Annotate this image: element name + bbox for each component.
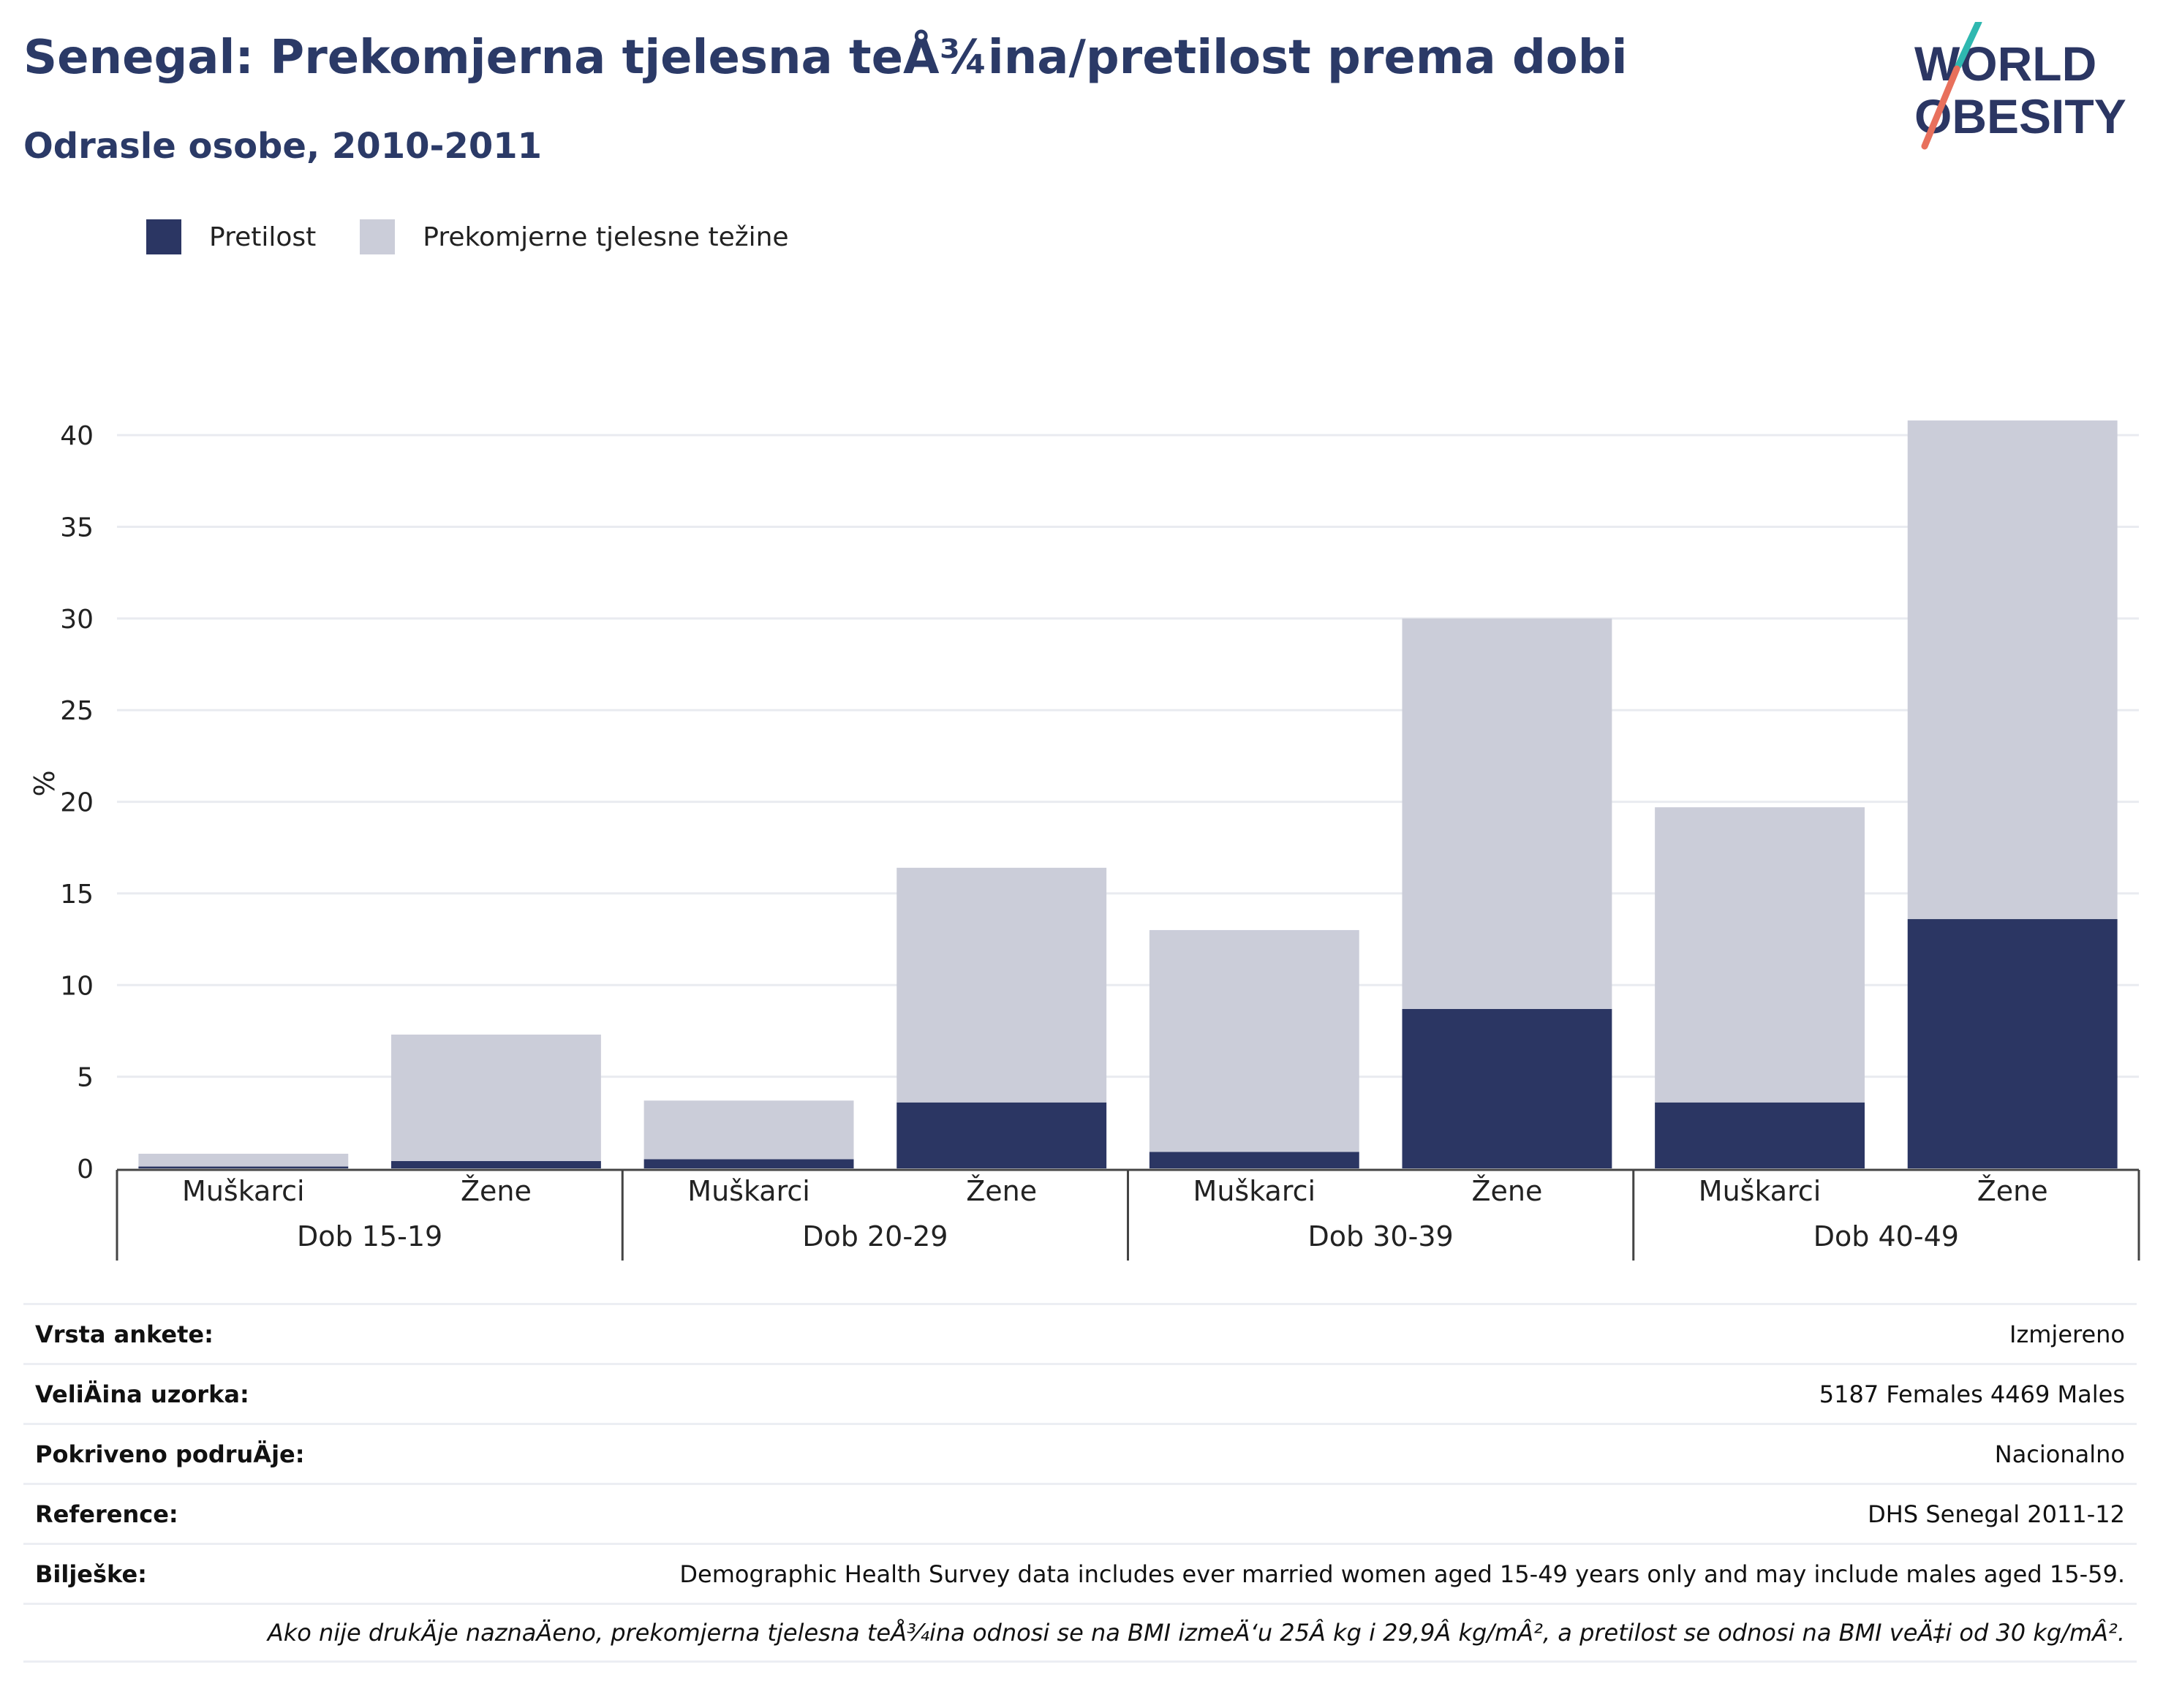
bar-overweight (1150, 930, 1359, 1152)
x-tick-label: Žene (461, 1175, 532, 1207)
meta-label: Bilješke: (35, 1560, 147, 1588)
x-tick-label: Muškarci (687, 1175, 810, 1207)
survey-metadata-table: Vrsta ankete: Izmjereno VeliÄ ina uzorka… (23, 1303, 2137, 1663)
bar-overweight (1655, 807, 1865, 1103)
meta-value: DHS Senegal 2011-12 (1868, 1500, 2125, 1528)
meta-label: Vrsta ankete: (35, 1320, 214, 1348)
bar-obesity (1908, 919, 2118, 1168)
meta-value: Izmjereno (2009, 1320, 2125, 1348)
bar-overweight (138, 1154, 348, 1167)
bar-overweight (391, 1035, 601, 1161)
y-tick-label: 35 (60, 513, 94, 543)
y-tick-label: 40 (60, 421, 94, 451)
x-tick-label: Žene (966, 1175, 1037, 1207)
bar-obesity (1150, 1152, 1359, 1168)
x-tick-label: Muškarci (1193, 1175, 1316, 1207)
meta-footnote: Ako nije drukÄ je naznaÄ eno, prekomjern… (23, 1603, 2137, 1663)
bar-overweight (644, 1100, 854, 1159)
meta-value: 5187 Females 4469 Males (1819, 1380, 2125, 1408)
bar-obesity (1655, 1103, 1865, 1168)
y-tick-label: 10 (60, 971, 94, 1001)
bar-overweight (896, 868, 1106, 1103)
group-label: Dob 15-19 (297, 1220, 442, 1252)
y-tick-label: 0 (77, 1155, 94, 1184)
bar-obesity (391, 1161, 601, 1168)
group-label: Dob 20-29 (802, 1220, 948, 1252)
bar-overweight (1908, 420, 2118, 919)
meta-label: Reference: (35, 1500, 178, 1528)
bar-obesity (1403, 1009, 1612, 1168)
meta-label: Pokriveno podruÄ je: (35, 1440, 305, 1468)
meta-row-area-covered: Pokriveno podruÄ je: Nacionalno (23, 1423, 2137, 1483)
meta-label: VeliÄ ina uzorka: (35, 1380, 249, 1408)
y-tick-label: 15 (60, 880, 94, 910)
y-tick-label: 20 (60, 788, 94, 818)
bar-overweight (1403, 619, 1612, 1009)
x-tick-label: Žene (1472, 1175, 1543, 1207)
x-tick-label: Muškarci (1699, 1175, 1822, 1207)
group-label: Dob 30-39 (1308, 1220, 1454, 1252)
x-tick-label: Muškarci (182, 1175, 305, 1207)
x-tick-label: Žene (1977, 1175, 2048, 1207)
bar-obesity (896, 1103, 1106, 1168)
meta-row-notes: Bilješke: Demographic Health Survey data… (23, 1543, 2137, 1603)
y-tick-label: 25 (60, 696, 94, 726)
y-axis-label: % (29, 770, 61, 796)
meta-value: Nacionalno (1995, 1440, 2125, 1468)
group-label: Dob 40-49 (1813, 1220, 1959, 1252)
meta-row-sample-size: VeliÄ ina uzorka: 5187 Females 4469 Male… (23, 1363, 2137, 1423)
y-tick-label: 5 (77, 1063, 94, 1093)
meta-value: Demographic Health Survey data includes … (679, 1560, 2125, 1588)
y-tick-label: 30 (60, 605, 94, 635)
bar-obesity (644, 1159, 854, 1168)
meta-row-reference: Reference: DHS Senegal 2011-12 (23, 1483, 2137, 1543)
meta-row-survey-type: Vrsta ankete: Izmjereno (23, 1303, 2137, 1363)
footnote-text: Ako nije drukÄ je naznaÄ eno, prekomjern… (268, 1619, 2125, 1647)
bar-chart: 0 5 10 15 20 25 30 35 40% Muškarci Žene Muškarci Žen… (0, 0, 2163, 1301)
bar-obesity (138, 1166, 348, 1168)
